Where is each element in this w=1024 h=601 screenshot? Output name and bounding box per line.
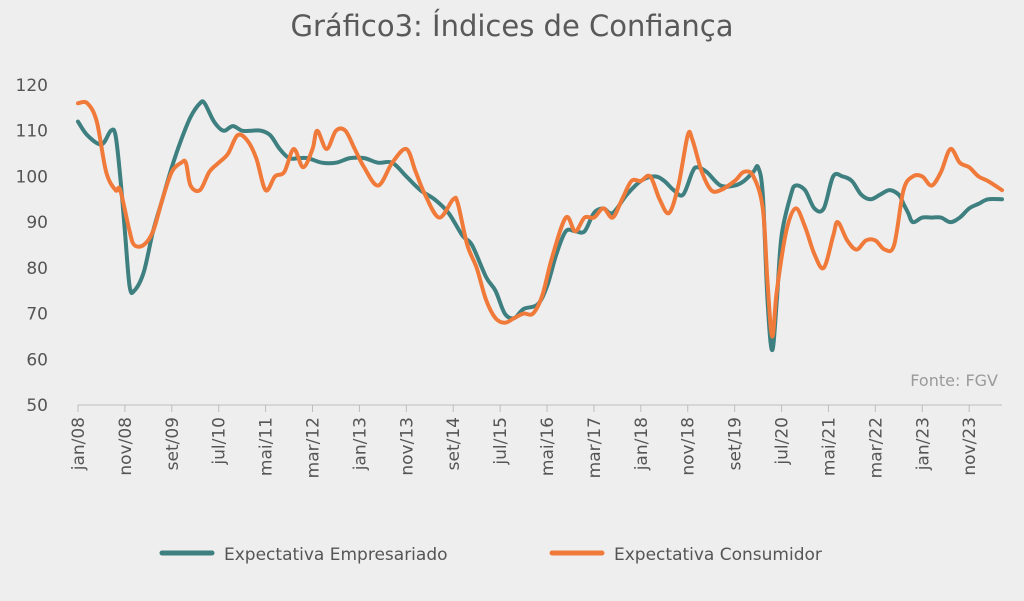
y-axis: 50 60 70 80 90 100 110 120	[16, 76, 48, 416]
x-tick-label: jul/20	[773, 417, 793, 466]
x-tick-label: jan/08	[69, 417, 89, 471]
y-tick-label: 50	[26, 396, 48, 416]
x-tick-label: mar/17	[585, 417, 605, 478]
legend: Expectativa Empresariado Expectativa Con…	[159, 545, 822, 565]
series-line-consumidor	[76, 99, 1004, 339]
legend-label-consumidor: Expectativa Consumidor	[614, 545, 822, 565]
x-tick-label: set/09	[163, 417, 183, 470]
x-tick-label: mar/22	[866, 417, 886, 478]
y-tick-label: 80	[26, 259, 48, 279]
x-tick-label: mai/11	[257, 417, 277, 476]
y-tick-label: 100	[16, 167, 48, 187]
x-axis: jan/08 nov/08 set/09 jul/10 mai/11 mar/12 jan/…	[69, 405, 980, 478]
x-tick-label: jan/18	[632, 417, 652, 471]
y-tick-label: 120	[16, 76, 48, 96]
series-lines	[76, 99, 1004, 353]
x-tick-label: mai/16	[538, 417, 558, 476]
y-tick-label: 60	[26, 350, 48, 370]
x-tick-label: mai/21	[819, 417, 839, 476]
x-tick-label: nov/08	[116, 417, 136, 476]
chart-title: Gráfico3: Índices de Confiança	[290, 9, 733, 43]
source-note: Fonte: FGV	[910, 371, 998, 390]
x-tick-label: jan/13	[350, 417, 370, 471]
y-tick-label: 90	[26, 213, 48, 233]
x-tick-label: jan/23	[913, 417, 933, 471]
x-tick-label: nov/23	[960, 417, 980, 476]
x-tick-label: nov/13	[397, 417, 417, 476]
x-tick-label: nov/18	[679, 417, 699, 476]
x-tick-label: set/19	[726, 417, 746, 470]
x-tick-label: jul/10	[210, 417, 230, 466]
legend-label-empresariado: Expectativa Empresariado	[224, 545, 448, 565]
x-tick-label: jul/15	[491, 417, 511, 466]
y-tick-label: 70	[26, 305, 48, 325]
y-tick-label: 110	[16, 122, 48, 142]
x-tick-label: mar/12	[304, 417, 324, 478]
series-line-empresariado	[76, 99, 1004, 353]
x-tick-label: set/14	[444, 417, 464, 470]
